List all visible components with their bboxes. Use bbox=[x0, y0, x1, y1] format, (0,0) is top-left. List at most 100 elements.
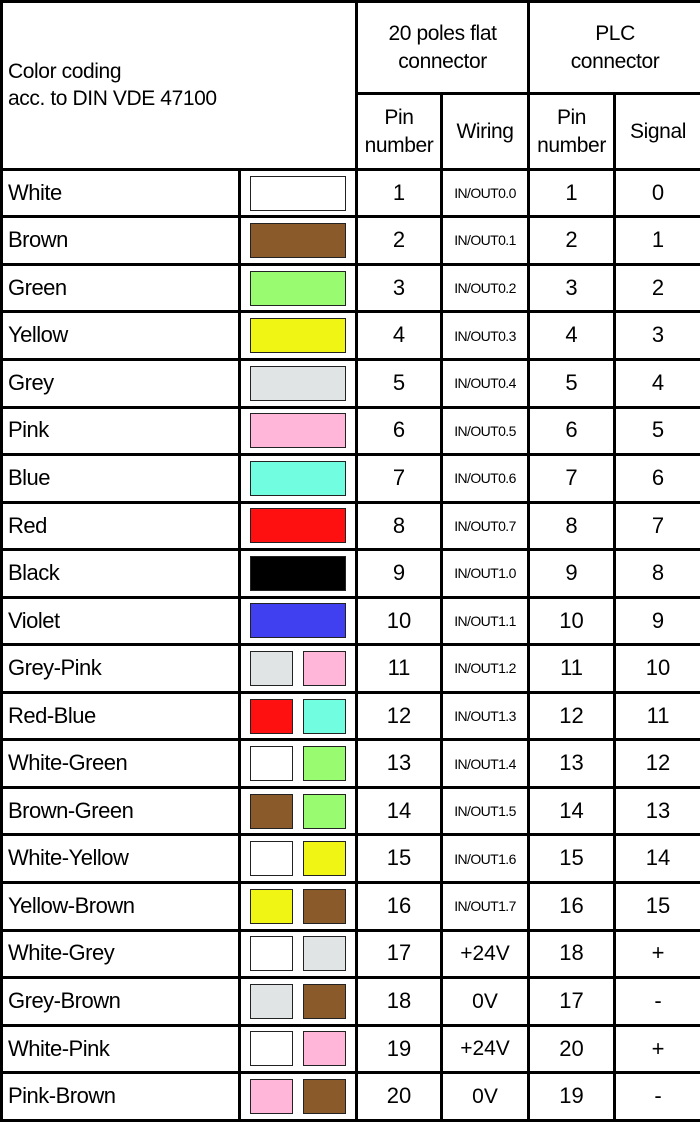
signal: 8 bbox=[613, 548, 700, 599]
signal: - bbox=[613, 1071, 700, 1122]
wiring: IN/OUT1.3 bbox=[439, 690, 531, 742]
table-row: Brown-Green 14 IN/OUT1.5 14 13 bbox=[0, 785, 700, 837]
color-swatch-blue bbox=[303, 698, 346, 734]
color-swatch-grey bbox=[250, 983, 293, 1019]
color-name: Pink-Brown bbox=[0, 1071, 241, 1122]
color-name: Red-Blue bbox=[0, 690, 241, 742]
signal: 0 bbox=[613, 167, 700, 219]
signal: 13 bbox=[613, 785, 700, 837]
wiring: IN/OUT0.4 bbox=[439, 357, 531, 409]
color-swatch-pink bbox=[303, 1031, 346, 1067]
plc-pin-number: 5 bbox=[527, 357, 617, 409]
color-swatch-brown bbox=[250, 793, 293, 829]
pin-number: 7 bbox=[355, 453, 443, 504]
plc-pin-number: 20 bbox=[527, 1023, 617, 1075]
color-swatch-black bbox=[250, 555, 346, 591]
table-row: Pink-Brown 20 0V 19- bbox=[0, 1071, 700, 1122]
color-swatch-yellow bbox=[250, 318, 346, 354]
table-row: Brown 2 IN/OUT0.1 2 1 bbox=[0, 215, 700, 266]
color-swatch-grey bbox=[250, 365, 346, 401]
signal: 4 bbox=[613, 357, 700, 409]
color-name: White-Green bbox=[0, 738, 241, 789]
signal: 6 bbox=[613, 453, 700, 504]
pin-number: 14 bbox=[355, 785, 443, 837]
plc-pin-number: 15 bbox=[527, 833, 617, 884]
signal: 10 bbox=[613, 643, 700, 694]
wiring: +24V bbox=[439, 1023, 531, 1075]
color-swatch-cell bbox=[238, 167, 358, 219]
color-swatch-pink bbox=[303, 651, 346, 686]
color-name: Red bbox=[0, 500, 241, 552]
group-header-flat-connector: 20 poles flat connector bbox=[354, 0, 531, 96]
title-line-1: Color coding bbox=[8, 60, 122, 84]
pin-number: 18 bbox=[355, 976, 443, 1027]
color-swatch-cell bbox=[238, 1023, 358, 1075]
color-name: Violet bbox=[0, 595, 241, 647]
color-swatch-brown bbox=[250, 223, 346, 259]
color-name: White-Pink bbox=[0, 1023, 241, 1075]
pin-number: 20 bbox=[355, 1071, 443, 1122]
wiring: IN/OUT0.0 bbox=[439, 167, 531, 219]
pin-number: 9 bbox=[355, 548, 443, 599]
plc-pin-number: 2 bbox=[527, 215, 617, 266]
plc-pin-number: 19 bbox=[527, 1071, 617, 1122]
color-swatch-cell bbox=[238, 880, 358, 932]
table-row: Green 3 IN/OUT0.2 3 2 bbox=[0, 262, 700, 314]
plc-pin-number: 1 bbox=[527, 167, 617, 219]
pin-number: 6 bbox=[355, 405, 443, 457]
color-name: Grey-Pink bbox=[0, 643, 241, 694]
plc-pin-number: 14 bbox=[527, 785, 617, 837]
color-name: White-Yellow bbox=[0, 833, 241, 884]
wiring: 0V bbox=[439, 976, 531, 1027]
color-name: Pink bbox=[0, 405, 241, 457]
plc-pin-number: 10 bbox=[527, 595, 617, 647]
color-name: Green bbox=[0, 262, 241, 314]
color-swatch-cell bbox=[238, 215, 358, 266]
wiring: 0V bbox=[439, 1071, 531, 1122]
wiring: IN/OUT0.3 bbox=[439, 310, 531, 361]
color-swatch-cell bbox=[238, 595, 358, 647]
color-name: Blue bbox=[0, 453, 241, 504]
pin-number: 4 bbox=[355, 310, 443, 361]
signal: + bbox=[613, 1023, 700, 1075]
table-row: Grey-Pink 11 IN/OUT1.2 11 10 bbox=[0, 643, 700, 694]
color-swatch-cell bbox=[238, 690, 358, 742]
wiring: IN/OUT0.1 bbox=[439, 215, 531, 266]
pin-number: 5 bbox=[355, 357, 443, 409]
color-swatch-cell bbox=[238, 833, 358, 884]
signal: 12 bbox=[613, 738, 700, 789]
color-name: Grey bbox=[0, 357, 241, 409]
pin-number: 8 bbox=[355, 500, 443, 552]
group-header-plc-connector: PLC connector bbox=[527, 0, 700, 96]
table-row: Yellow-Brown 16 IN/OUT1.7 16 15 bbox=[0, 880, 700, 932]
color-swatch-cell bbox=[238, 310, 358, 361]
col-header-plc-pin-number: Pin number bbox=[527, 92, 617, 171]
table-row: Red 8 IN/OUT0.7 8 7 bbox=[0, 500, 700, 552]
signal: 5 bbox=[613, 405, 700, 457]
plc-pin-number: 16 bbox=[527, 880, 617, 932]
color-name: Brown bbox=[0, 215, 241, 266]
plc-pin-number: 7 bbox=[527, 453, 617, 504]
color-swatch-green bbox=[303, 793, 346, 829]
pin-number: 3 bbox=[355, 262, 443, 314]
table-row: Red-Blue 12 IN/OUT1.3 12 11 bbox=[0, 690, 700, 742]
pin-number: 15 bbox=[355, 833, 443, 884]
pin-number: 2 bbox=[355, 215, 443, 266]
plc-pin-number: 4 bbox=[527, 310, 617, 361]
color-swatch-grey bbox=[303, 936, 346, 972]
col-header-pin-number: Pin number bbox=[355, 92, 443, 171]
table-row: Black 9 IN/OUT1.0 9 8 bbox=[0, 548, 700, 599]
color-swatch-blue bbox=[250, 460, 346, 496]
pin-number: 10 bbox=[355, 595, 443, 647]
color-swatch-yellow bbox=[250, 888, 293, 924]
table-row: Blue 7 IN/OUT0.6 7 6 bbox=[0, 453, 700, 504]
color-swatch-cell bbox=[238, 928, 358, 980]
signal: 1 bbox=[613, 215, 700, 266]
table-row: White 1 IN/OUT0.0 1 0 bbox=[0, 167, 700, 219]
color-swatch-brown bbox=[303, 1079, 346, 1115]
plc-pin-number: 9 bbox=[527, 548, 617, 599]
color-swatch-yellow bbox=[303, 841, 346, 877]
wiring: IN/OUT0.5 bbox=[439, 405, 531, 457]
color-name: Yellow bbox=[0, 310, 241, 361]
signal: 14 bbox=[613, 833, 700, 884]
